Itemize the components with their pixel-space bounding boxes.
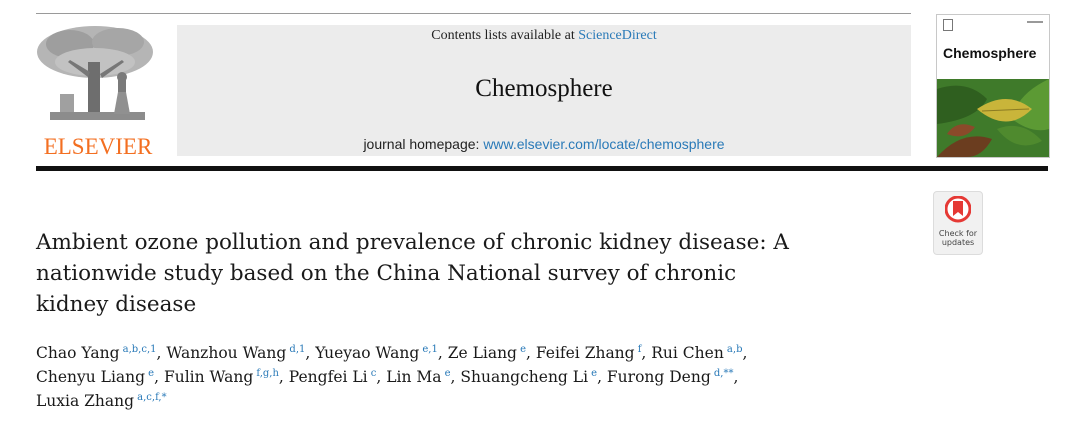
author-name[interactable]: Rui Chen — [651, 344, 724, 362]
author-affiliation-marker[interactable]: e — [591, 368, 598, 379]
journal-title: Chemosphere — [475, 75, 613, 102]
homepage-prefix: journal homepage: — [363, 136, 480, 152]
author-affiliation-marker[interactable]: d,1 — [289, 344, 306, 355]
author-name[interactable]: Chao Yang — [36, 344, 120, 362]
header-top-rule — [36, 13, 911, 14]
cover-emblem-icon — [943, 19, 953, 31]
journal-homepage-link[interactable]: www.elsevier.com/locate/chemosphere — [483, 136, 725, 152]
elsevier-wordmark: ELSEVIER — [43, 134, 153, 159]
author-affiliation-marker[interactable]: d,** — [713, 368, 734, 379]
author-name[interactable]: Pengfei Li — [288, 368, 368, 386]
article-title-line-3: kidney disease — [36, 292, 197, 317]
author-name[interactable]: Fulin Wang — [163, 368, 254, 386]
cover-journal-title: Chemosphere — [943, 45, 1037, 61]
author-name[interactable]: Chenyu Liang — [36, 368, 146, 386]
author-affiliation-marker[interactable]: f,g,h — [256, 368, 279, 379]
author-name[interactable]: Wanzhou Wang — [166, 344, 287, 362]
check-for-updates-label: Check for updates — [934, 229, 982, 247]
author-name[interactable]: Ze Liang — [447, 344, 517, 362]
journal-cover-thumbnail[interactable]: Chemosphere — [936, 14, 1050, 158]
author-name[interactable]: Yueyao Wang — [315, 344, 420, 362]
check-label-line-2: updates — [941, 238, 975, 247]
contents-availability-line: Contents lists available at ScienceDirec… — [177, 28, 911, 44]
journal-header-band: Contents lists available at ScienceDirec… — [177, 25, 911, 156]
author-affiliation-marker[interactable]: e — [444, 368, 451, 379]
check-label-line-1: Check for — [938, 229, 978, 238]
author-affiliation-marker[interactable]: a,b — [726, 344, 743, 355]
check-for-updates-icon — [945, 196, 971, 223]
author-list: Chao Yang a,b,c,1, Wanzhou Wang d,1, Yue… — [36, 341, 1046, 413]
author-line-3: Luxia Zhang a,c,f,* — [36, 389, 1046, 413]
check-for-updates-button[interactable]: Check for updates — [933, 191, 983, 255]
author-affiliation-marker[interactable]: c — [370, 368, 377, 379]
journal-homepage-line: journal homepage: www.elsevier.com/locat… — [177, 136, 911, 152]
author-affiliation-marker[interactable]: e,1 — [422, 344, 438, 355]
author-name[interactable]: Luxia Zhang — [36, 392, 135, 410]
cover-leaf-image — [937, 79, 1049, 157]
author-line-1: Chao Yang a,b,c,1, Wanzhou Wang d,1, Yue… — [36, 344, 748, 362]
elsevier-tree-icon — [37, 26, 153, 120]
elsevier-logo[interactable]: ELSEVIER — [30, 22, 160, 159]
header-bottom-rule — [36, 166, 1048, 171]
cover-top-line — [1027, 21, 1043, 23]
author-affiliation-marker[interactable]: f — [637, 344, 642, 355]
author-name[interactable]: Shuangcheng Li — [460, 368, 589, 386]
article-title-line-1: Ambient ozone pollution and prevalence o… — [36, 230, 789, 255]
author-name[interactable]: Feifei Zhang — [535, 344, 635, 362]
author-name[interactable]: Furong Deng — [606, 368, 711, 386]
article-title-line-2: nationwide study based on the China Nati… — [36, 261, 737, 286]
author-affiliation-marker[interactable]: e — [520, 344, 526, 355]
contents-prefix: Contents lists available at — [431, 28, 575, 43]
author-name[interactable]: Lin Ma — [386, 368, 442, 386]
author-affiliation-marker[interactable]: a,c,f,* — [137, 392, 167, 403]
author-line-2: Chenyu Liang e, Fulin Wang f,g,h, Pengfe… — [36, 368, 739, 386]
sciencedirect-link[interactable]: ScienceDirect — [578, 28, 657, 43]
article-title: Ambient ozone pollution and prevalence o… — [36, 227, 896, 320]
author-affiliation-marker[interactable]: a,b,c,1 — [122, 344, 157, 355]
author-affiliation-marker[interactable]: e — [148, 368, 155, 379]
